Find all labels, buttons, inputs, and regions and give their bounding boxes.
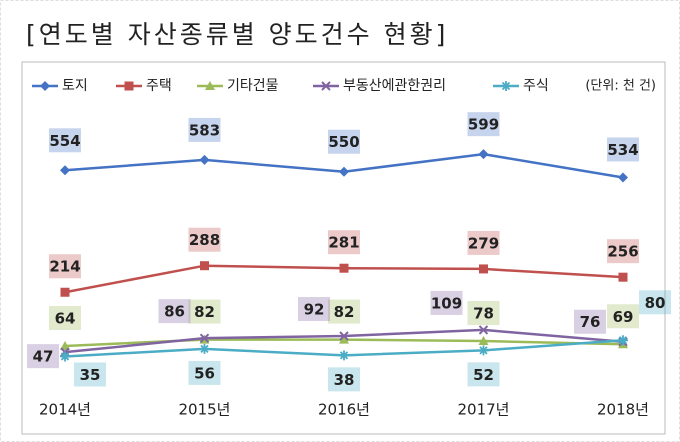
legend-label: 기타건물 <box>227 78 279 94</box>
marker <box>339 166 349 177</box>
x-tick-label: 2017년 <box>458 401 510 419</box>
marker <box>618 272 628 282</box>
marker <box>618 335 628 346</box>
marker <box>618 172 628 183</box>
x-tick-label: 2018년 <box>597 401 649 419</box>
value-label-bg <box>49 306 81 331</box>
marker <box>199 154 210 165</box>
value-label: 47 <box>33 348 54 366</box>
value-label: 38 <box>334 371 355 389</box>
value-label-bg <box>188 299 221 324</box>
legend-marker <box>40 81 50 91</box>
plot-frame <box>21 61 666 435</box>
marker <box>199 333 210 343</box>
value-label: 214 <box>49 258 80 276</box>
legend-marker <box>124 81 134 91</box>
value-label-bg <box>467 112 500 137</box>
legend-label: 부동산에관한권리 <box>343 78 446 94</box>
value-label: 86 <box>164 303 185 321</box>
marker <box>478 149 489 160</box>
value-label: 550 <box>328 133 359 151</box>
marker <box>60 287 70 297</box>
marker <box>478 345 489 356</box>
value-label-bg <box>188 117 221 142</box>
value-label-bg <box>328 299 360 324</box>
marker <box>479 264 488 274</box>
value-label-bg <box>49 128 81 153</box>
value-label: 82 <box>194 303 215 321</box>
value-label-bg <box>74 362 106 387</box>
marker <box>478 336 489 346</box>
value-label: 35 <box>80 366 101 384</box>
value-label: 92 <box>304 301 325 319</box>
value-label-bg <box>467 362 500 387</box>
marker <box>339 334 349 344</box>
value-label-bg <box>328 367 360 392</box>
marker <box>339 263 349 273</box>
value-label-bg <box>328 129 360 154</box>
marker <box>339 331 349 341</box>
value-label: 69 <box>613 308 634 326</box>
value-label-bg <box>467 301 500 326</box>
value-label: 583 <box>189 121 220 139</box>
chart-title: [연도별 자산종류별 양도건수 현황] <box>26 20 448 49</box>
value-label: 281 <box>328 234 359 252</box>
x-tick-label: 2016년 <box>318 401 370 419</box>
legend-marker <box>321 81 331 91</box>
value-label: 554 <box>49 132 80 150</box>
value-label: 256 <box>607 243 638 261</box>
value-label: 76 <box>580 313 601 331</box>
value-label: 80 <box>645 294 666 312</box>
legend-marker <box>205 81 215 90</box>
legend-label: 토지 <box>62 78 88 94</box>
value-label-bg <box>607 304 639 329</box>
value-label: 52 <box>473 366 494 384</box>
value-label-bg <box>607 239 639 264</box>
x-tick-label: 2015년 <box>179 401 231 419</box>
value-label: 599 <box>468 116 499 134</box>
marker <box>60 165 70 176</box>
value-label-bg <box>574 309 606 334</box>
value-label-bg <box>188 227 221 252</box>
marker <box>478 325 489 335</box>
value-label: 56 <box>194 364 215 382</box>
value-label-bg <box>639 290 671 315</box>
value-label: 78 <box>473 305 494 323</box>
value-label-bg <box>27 344 59 369</box>
value-label: 288 <box>189 231 220 249</box>
marker <box>60 351 70 362</box>
x-tick-label: 2014년 <box>39 401 91 419</box>
value-label-bg <box>607 137 639 162</box>
value-label-bg <box>298 297 330 322</box>
value-label-bg <box>467 230 500 255</box>
marker <box>339 350 349 361</box>
marker <box>199 343 210 354</box>
value-label-bg <box>49 254 81 279</box>
value-label-bg <box>430 290 463 315</box>
value-label-bg <box>328 230 360 255</box>
marker <box>60 341 70 351</box>
legend-label: 주택 <box>146 78 172 94</box>
marker <box>200 261 209 271</box>
unit-note: (단위: 천 건) <box>585 79 656 94</box>
legend-marker <box>501 81 511 91</box>
value-label: 534 <box>607 141 638 159</box>
legend-label: 주식 <box>523 78 549 94</box>
value-label-bg <box>158 299 191 324</box>
value-label: 82 <box>334 303 355 321</box>
value-label: 279 <box>468 234 499 252</box>
value-label-bg <box>188 360 221 385</box>
value-label: 64 <box>55 310 76 328</box>
value-label: 109 <box>431 294 462 312</box>
